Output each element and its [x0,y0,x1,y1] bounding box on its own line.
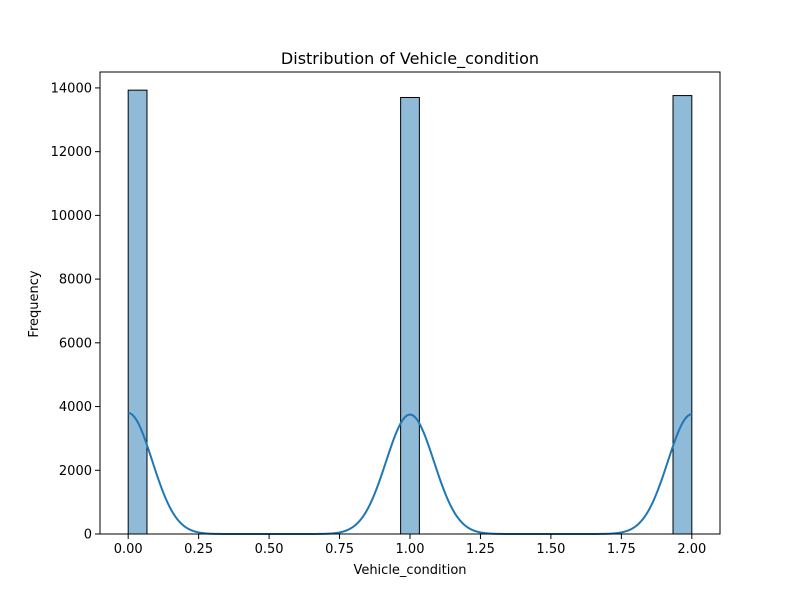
y-tick-label: 8000 [59,273,92,288]
y-ticks: 0 2000 4000 6000 8000 10000 12000 14000 [51,81,100,543]
histogram-bar-0 [127,89,148,535]
x-axis-label: Vehicle_condition [353,563,466,578]
x-tick-label: 1.00 [396,542,425,557]
x-tick-label: 1.50 [536,542,565,557]
histogram-bar-1 [400,96,420,535]
x-tick-label: 0.75 [325,542,354,557]
x-tick-label: 1.75 [607,542,636,557]
x-tick-label: 1.25 [466,542,495,557]
y-tick-label: 4000 [59,400,92,415]
x-tick-label: 2.00 [677,542,706,557]
y-tick-label: 10000 [51,209,92,224]
y-tick-label: 2000 [59,464,92,479]
x-tick-label: 0.50 [255,542,284,557]
x-ticks: 0.00 0.25 0.50 0.75 1.00 1.25 1.50 1.75 2.00 [114,534,706,557]
x-tick-label: 0.25 [184,542,213,557]
y-tick-label: 12000 [51,145,92,160]
x-tick-label: 0.00 [114,542,143,557]
y-tick-label: 14000 [51,81,92,96]
histogram-bar-2 [672,95,693,535]
y-tick-label: 6000 [59,336,92,351]
bars-layer [127,89,693,535]
y-axis-label: Frequency [27,270,42,337]
chart-title: Distribution of Vehicle_condition [281,49,539,69]
y-tick-label: 0 [84,528,92,543]
